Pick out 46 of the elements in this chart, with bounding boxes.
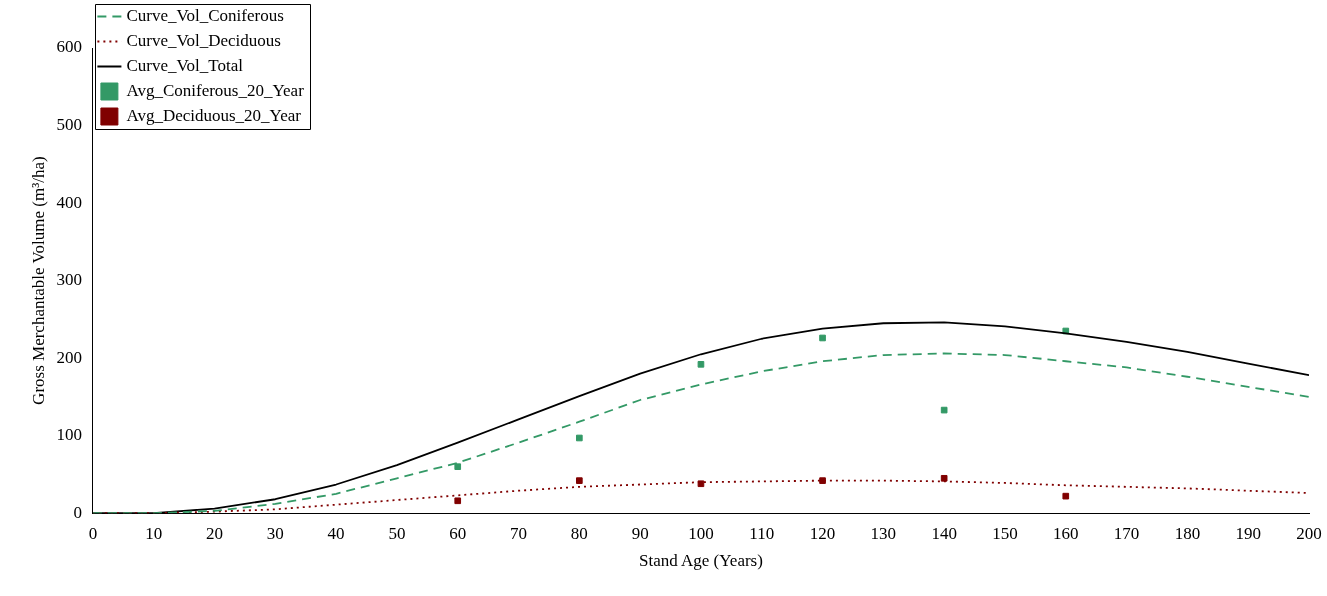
y-tick-label: 0 xyxy=(73,502,82,522)
legend-label: Curve_Vol_Coniferous xyxy=(126,5,284,25)
legend-label: Curve_Vol_Total xyxy=(126,55,244,75)
x-tick-label: 190 xyxy=(1235,523,1261,543)
x-tick-label: 140 xyxy=(931,523,957,543)
point xyxy=(819,477,826,484)
x-tick-label: 50 xyxy=(388,523,406,543)
point xyxy=(697,480,705,488)
x-tick-label: 100 xyxy=(688,523,714,543)
x-tick-label: 150 xyxy=(992,523,1018,543)
y-tick-label: 600 xyxy=(56,37,82,57)
x-tick-label: 10 xyxy=(145,523,163,543)
y-tick-label: 100 xyxy=(56,425,82,445)
x-tick-label: 80 xyxy=(570,523,588,543)
y-tick-label: 400 xyxy=(56,192,82,212)
x-tick-label: 60 xyxy=(449,523,467,543)
point xyxy=(576,434,583,442)
x-tick-label: 110 xyxy=(749,523,775,543)
legend-label: Avg_Coniferous_20_Year xyxy=(126,80,305,100)
point xyxy=(819,334,826,342)
x-tick-label: 170 xyxy=(1113,523,1140,543)
x-tick-label: 70 xyxy=(510,523,528,543)
x-tick-label: 130 xyxy=(870,523,897,543)
legend-label: Curve_Vol_Deciduous xyxy=(126,30,281,50)
x-tick-label: 200 xyxy=(1296,523,1322,543)
y-tick-label: 200 xyxy=(56,347,82,367)
point xyxy=(940,406,948,414)
x-tick-label: 40 xyxy=(327,523,345,543)
x-tick-label: 90 xyxy=(631,523,649,543)
x-axis-title: Stand Age (Years) xyxy=(639,551,763,571)
legend-label: Avg_Deciduous_20_Year xyxy=(126,105,302,125)
x-tick-label: 120 xyxy=(809,523,836,543)
y-axis-title: Gross Merchantable Volume (m³/ha) xyxy=(28,156,48,405)
point xyxy=(454,463,462,471)
point xyxy=(697,361,705,368)
x-tick-label: 0 xyxy=(88,523,98,543)
x-tick-label: 160 xyxy=(1053,523,1079,543)
x-tick-label: 180 xyxy=(1174,523,1201,543)
point xyxy=(940,474,948,482)
x-tick-label: 20 xyxy=(206,523,224,543)
point xyxy=(576,477,583,484)
y-tick-label: 300 xyxy=(56,270,82,290)
point xyxy=(454,497,462,505)
y-tick-label: 500 xyxy=(56,115,82,134)
point xyxy=(1062,492,1070,500)
x-tick-label: 30 xyxy=(266,523,284,543)
